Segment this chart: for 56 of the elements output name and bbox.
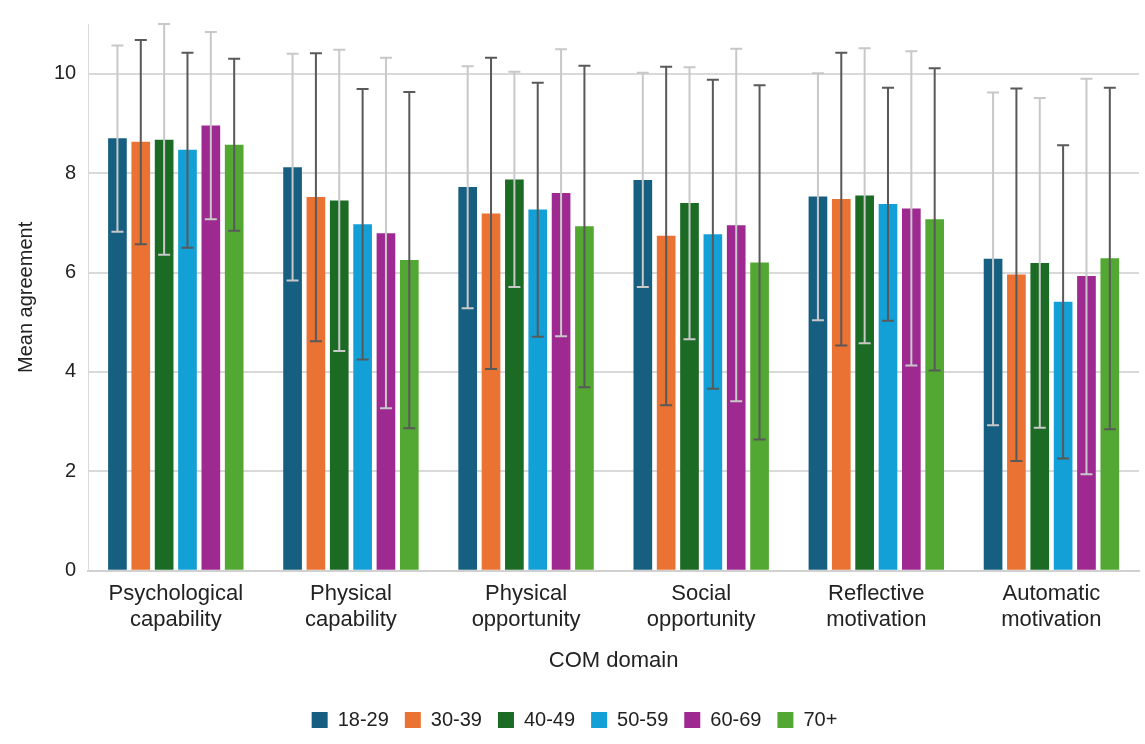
x-tick-label: Physical capability [305,580,397,632]
bar [131,141,151,570]
bar [353,224,372,570]
bar [831,198,851,570]
bar [808,196,828,570]
x-tick-label: Psychological capability [108,580,244,632]
bar [680,202,699,570]
bar [750,262,769,570]
y-axis-title: Mean agreement [13,221,36,373]
bar [528,209,548,570]
x-axis-title: COM domain [548,646,679,672]
legend-label: 50-59 [617,707,669,730]
bar [703,234,723,570]
y-tick-label: 4 [65,359,77,382]
legend-label: 30-39 [430,707,482,730]
bar [178,149,197,570]
legend-label: 40-49 [523,707,576,730]
bar [1053,301,1073,570]
legend-label: 60-69 [710,707,762,730]
bar [902,208,921,570]
y-tick-label: 2 [65,458,77,481]
bar [505,179,524,570]
bar [633,180,653,570]
legend-label: 18-29 [337,707,389,730]
bar [925,219,945,570]
bar [551,193,571,570]
bar [108,138,127,570]
bar [399,260,419,570]
y-tick-label: 6 [65,260,77,283]
bar [306,196,326,570]
bar [855,195,874,570]
bar [376,233,396,570]
y-tick-label: 8 [65,160,77,183]
bar [983,258,1003,570]
bar [575,226,594,570]
bar [1100,258,1120,570]
bar [878,203,898,570]
x-tick-label: Reflective motivation [826,580,927,632]
bar [224,144,244,570]
bar [283,167,302,570]
x-tick-label: Physical opportunity [471,580,581,632]
x-tick-label: Automatic motivation [1001,580,1102,632]
x-tick-label: Social opportunity [646,580,756,632]
bar [201,125,221,570]
bar [726,225,746,570]
bar [329,200,349,570]
bar [154,139,174,570]
bar [1030,263,1050,570]
y-tick-label: 0 [65,558,77,581]
bar [1007,274,1026,570]
bar [1077,276,1096,570]
bar [656,235,676,570]
y-tick-label: 10 [54,61,77,84]
bar [481,213,501,570]
bar [458,187,478,570]
legend-label: 70+ [803,707,838,730]
